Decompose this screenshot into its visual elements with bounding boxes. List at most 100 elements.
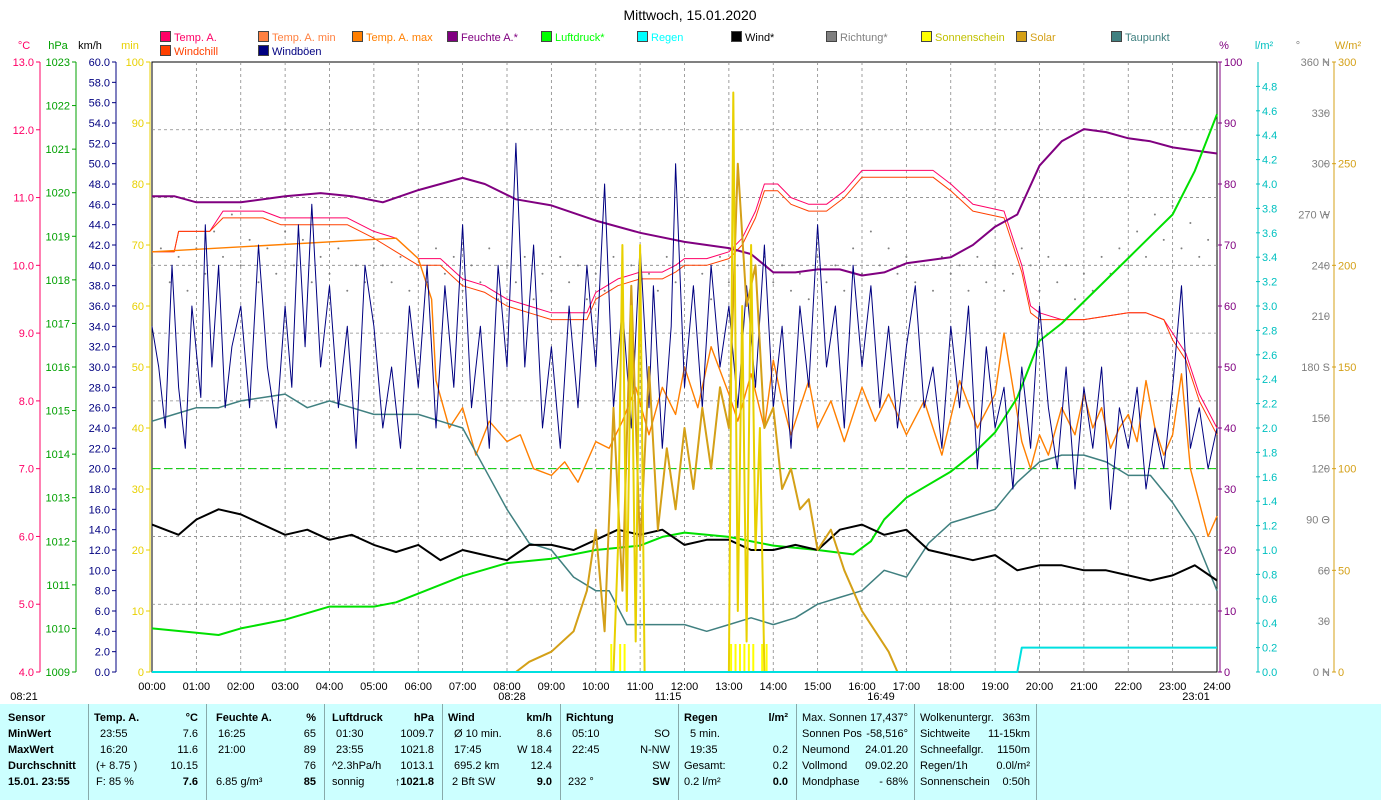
tick-label-rain: 2.6 [1262, 350, 1277, 362]
x-tick-label: 17:00 [893, 681, 921, 693]
stats-label-max: MaxWert [8, 744, 54, 756]
unit-min: min [121, 40, 139, 52]
legend-swatch [637, 31, 648, 42]
tick-label-rain: 3.2 [1262, 277, 1277, 289]
stats-hum-max: 89 [303, 744, 316, 756]
tick-label-wind: 18.0 [89, 484, 110, 496]
richtung-dot [461, 289, 464, 292]
tick-label-rain: 3.4 [1262, 252, 1277, 264]
x-tick-label: 02:00 [227, 681, 255, 693]
stats-rain-head: Regen [684, 712, 718, 724]
stats-visibility: 11-15km [988, 728, 1030, 740]
richtung-dot [186, 289, 189, 292]
richtung-dot [1153, 213, 1156, 216]
x-tick-label: 07:00 [449, 681, 477, 693]
legend-item: Wind* [731, 31, 774, 44]
legend-swatch [1016, 31, 1027, 42]
x-tick-label: 01:00 [183, 681, 211, 693]
x-tick-label: 05:00 [360, 681, 388, 693]
stats-fullmoon-label: Vollmond [802, 760, 848, 772]
tick-label-press: 1017 [46, 318, 70, 330]
legend-label: Temp. A. max [366, 32, 433, 44]
tick-label-min: 70 [132, 240, 144, 252]
stats-temp-min: 7.6 [182, 728, 198, 740]
tick-label-rain: 0.0 [1262, 667, 1277, 679]
richtung-dot [727, 281, 730, 284]
legend-label: Sonnenschein [935, 32, 1005, 44]
tick-label-hum: 20 [1224, 545, 1236, 557]
tick-label-wind: 20.0 [89, 464, 110, 476]
richtung-dot [399, 255, 402, 258]
tick-label-rain: 1.6 [1262, 472, 1277, 484]
tick-label-hum: 30 [1224, 484, 1236, 496]
x-tick-label: 23:00 [1159, 681, 1187, 693]
richtung-dot [328, 272, 331, 275]
tick-label-wind: 4.0 [95, 626, 110, 638]
legend-swatch [447, 31, 458, 42]
stats-press-current: ↑1021.8 [394, 776, 434, 788]
richtung-dot [479, 281, 482, 284]
tick-label-dir: 60 [1318, 565, 1330, 577]
richtung-dot [719, 255, 721, 258]
tick-label-solar: 300 [1338, 57, 1356, 69]
tick-label-wind: 32.0 [89, 342, 110, 354]
legend-item: Temp. A. max [352, 31, 433, 44]
tick-label-rain: 3.6 [1262, 228, 1277, 240]
richtung-dot [923, 264, 926, 267]
richtung-dot [523, 255, 526, 258]
richtung-dot [603, 289, 606, 292]
richtung-dot [284, 230, 287, 233]
stats-fullmoon: 09.02.20 [865, 760, 908, 772]
stats-temp-unit: °C [185, 712, 198, 724]
stats-press-avg: 1013.1 [400, 760, 434, 772]
richtung-dot [257, 281, 260, 284]
tick-label-rain: 4.2 [1262, 155, 1277, 167]
tick-label-min: 80 [132, 179, 144, 191]
richtung-dot [204, 272, 207, 275]
stats-moonphase: - 68% [879, 776, 908, 788]
tick-label-min: 60 [132, 301, 144, 313]
tick-label-wind: 30.0 [89, 362, 110, 374]
legend-label: Feuchte A.* [461, 32, 518, 44]
richtung-dot [550, 289, 553, 292]
tick-label-temp: 7.0 [19, 464, 34, 476]
tick-label-rain: 4.0 [1262, 179, 1277, 191]
x-marker-left: 08:21 [10, 691, 38, 703]
legend-swatch [731, 31, 742, 42]
x-tick-label: 14:00 [759, 681, 787, 693]
stats-press-head: Luftdruck [332, 712, 383, 724]
richtung-dot [630, 264, 633, 267]
stats-hum-abs: 6.85 g/m³ [216, 776, 263, 788]
richtung-dot [648, 272, 650, 275]
stats-snowline-label: Schneefallgr. [920, 744, 984, 756]
x-tick-label: 11:00 [627, 681, 654, 693]
x-tick-label: 13:00 [715, 681, 743, 693]
richtung-dot [1038, 289, 1041, 292]
legend-swatch [258, 31, 269, 42]
richtung-dot [914, 281, 917, 284]
richtung-dot [1198, 255, 1201, 258]
richtung-dot [976, 255, 979, 258]
stats-press-forecast: sonnig [332, 776, 365, 788]
tick-label-rain: 1.4 [1262, 496, 1277, 508]
stats-temp-max: 11.6 [177, 744, 198, 756]
richtung-dot [1162, 238, 1165, 241]
legend-swatch [258, 45, 269, 56]
richtung-dot [346, 289, 349, 292]
stats-visibility-label: Sichtweite [920, 728, 971, 740]
tick-label-dir: 30 [1318, 616, 1330, 628]
tick-label-wind: 46.0 [89, 199, 110, 211]
stats-temp-feel: F: 85 % [96, 776, 134, 788]
richtung-dot [1207, 238, 1210, 241]
tick-label-solar: 0 [1338, 667, 1344, 679]
x-marker-sunset: 16:49 [867, 691, 895, 703]
legend-item: Solar [1016, 31, 1056, 44]
stats-wind-avg10: 8.6 [536, 728, 552, 740]
x-tick-label: 19:00 [981, 681, 1009, 693]
tick-label-dir: 300 [1312, 159, 1330, 171]
stats-press-min: 1009.7 [400, 728, 434, 740]
tick-label-hum: 80 [1224, 179, 1236, 191]
stats-press-max-time: 23:55 [336, 744, 364, 756]
stats-temp-delta: (+ 8.75 ) [96, 760, 138, 772]
richtung-dot [230, 213, 233, 216]
